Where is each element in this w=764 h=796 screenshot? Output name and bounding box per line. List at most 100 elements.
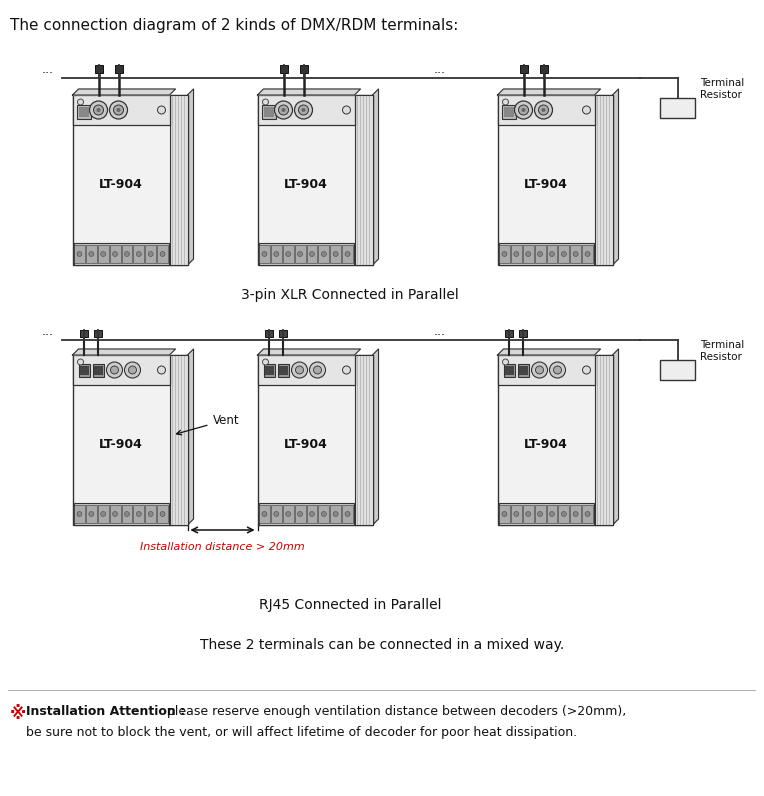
Polygon shape [187,349,193,525]
Circle shape [274,252,279,256]
Bar [504,366,513,375]
Bar [259,245,270,263]
Circle shape [263,359,268,365]
Bar [501,105,516,119]
Bar [354,355,373,525]
Circle shape [77,252,82,256]
Circle shape [116,108,121,112]
Bar [306,505,317,523]
Bar [517,364,529,377]
Text: please reserve enough ventilation distance between decoders (>20mm),: please reserve enough ventilation distan… [163,705,626,718]
Circle shape [503,359,509,365]
Bar [170,95,187,265]
Bar [535,505,545,523]
Bar [109,505,121,523]
Bar [121,245,132,263]
Bar [74,505,85,523]
Bar [79,366,89,375]
Circle shape [125,362,141,378]
Bar [279,366,287,375]
Circle shape [136,252,141,256]
Polygon shape [373,89,378,265]
Bar [257,95,354,125]
Bar [497,95,613,265]
Circle shape [309,512,315,517]
Text: Installation Attention :: Installation Attention : [26,705,185,718]
Bar [519,366,527,375]
Bar [264,107,274,117]
Circle shape [109,101,128,119]
Circle shape [342,366,351,374]
Bar [582,245,593,263]
Bar [497,95,594,125]
Circle shape [585,512,590,517]
Bar [95,65,102,73]
Circle shape [114,105,124,115]
Bar [258,243,354,265]
Circle shape [274,512,279,517]
Circle shape [262,512,267,517]
Polygon shape [73,349,176,355]
Bar [503,364,514,377]
Circle shape [294,101,312,119]
Circle shape [128,366,137,374]
Text: The connection diagram of 2 kinds of DMX/RDM terminals:: The connection diagram of 2 kinds of DMX… [10,18,458,33]
Circle shape [514,252,519,256]
Circle shape [299,105,309,115]
Bar [271,245,282,263]
Bar [503,107,513,117]
Text: Vent: Vent [176,413,239,435]
Circle shape [111,366,118,374]
Bar [257,355,354,385]
Bar [594,355,613,525]
Bar [279,330,287,337]
Bar [264,366,274,375]
Bar [342,505,353,523]
Bar [94,330,102,337]
Circle shape [519,105,529,115]
Bar [283,245,293,263]
Circle shape [309,252,315,256]
Bar [342,245,353,263]
Text: LT-904: LT-904 [524,178,568,190]
Bar [257,355,373,525]
Bar [558,245,569,263]
Bar [157,245,168,263]
Bar [121,505,132,523]
Bar [283,505,293,523]
Circle shape [562,252,566,256]
Circle shape [89,101,108,119]
Polygon shape [257,349,361,355]
Circle shape [296,366,303,374]
Text: LT-904: LT-904 [284,178,328,190]
Circle shape [538,512,542,517]
Circle shape [125,512,129,517]
Circle shape [582,366,591,374]
Text: Installation distance > 20mm: Installation distance > 20mm [140,542,305,552]
Circle shape [281,108,286,112]
Circle shape [322,252,326,256]
Bar [319,505,329,523]
Circle shape [582,106,591,114]
Circle shape [309,362,325,378]
Bar [330,245,341,263]
Circle shape [503,99,509,105]
Text: 3-pin XLR Connected in Parallel: 3-pin XLR Connected in Parallel [241,288,459,302]
Bar [660,98,695,118]
Circle shape [342,106,351,114]
Bar [523,505,533,523]
Bar [498,503,594,525]
Bar [73,355,170,385]
Bar [330,505,341,523]
Polygon shape [497,349,601,355]
Circle shape [77,359,83,365]
Circle shape [553,366,562,374]
Bar [511,505,522,523]
Bar [145,245,156,263]
Circle shape [160,252,165,256]
Bar [498,243,594,265]
Bar [73,95,187,265]
Bar [520,65,527,73]
Circle shape [77,99,83,105]
Circle shape [514,101,533,119]
